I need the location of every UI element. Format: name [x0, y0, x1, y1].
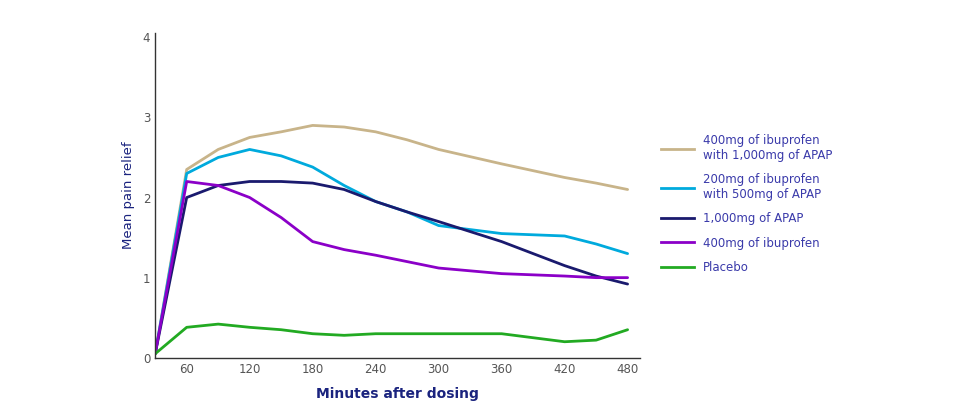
Y-axis label: Mean pain relief: Mean pain relief	[121, 142, 135, 249]
Legend: 400mg of ibuprofen
with 1,000mg of APAP, 200mg of ibuprofen
with 500mg of APAP, : 400mg of ibuprofen with 1,000mg of APAP,…	[655, 129, 836, 278]
X-axis label: Minutes after dosing: Minutes after dosing	[316, 387, 479, 401]
